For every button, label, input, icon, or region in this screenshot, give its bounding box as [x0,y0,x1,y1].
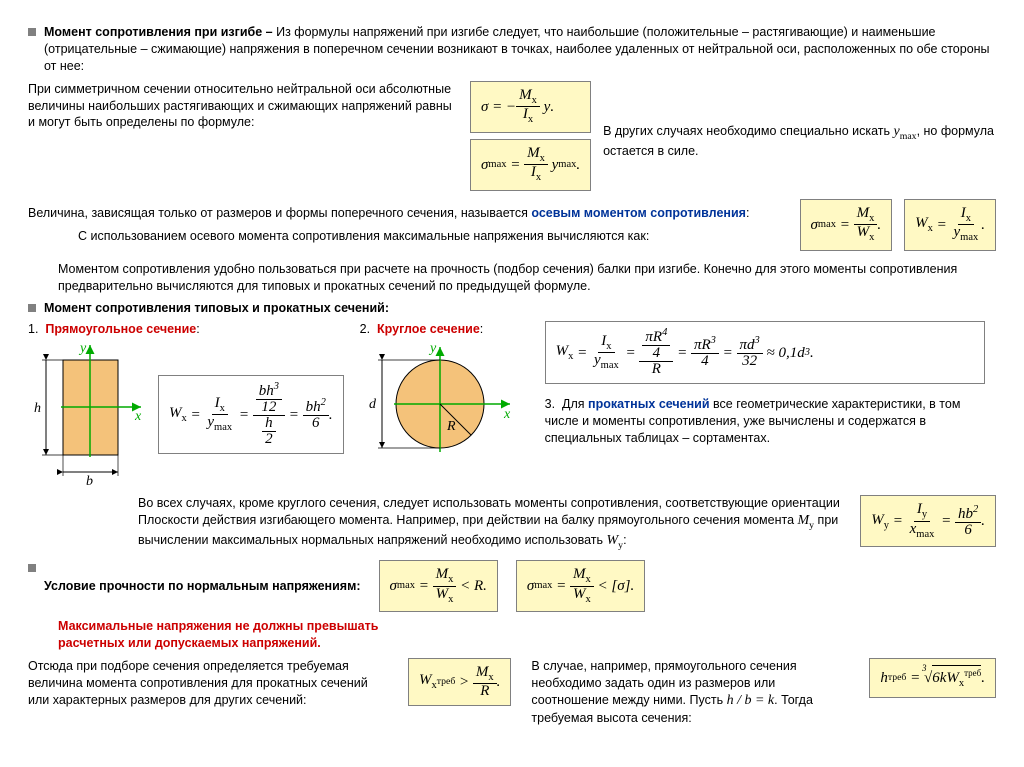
svg-text:h: h [34,401,41,416]
circ-diagram: y x R d [360,342,515,472]
item3: 3. Для прокатных сечений все геометричес… [545,396,985,447]
item1-head: 1. Прямоугольное сечение: [28,321,344,338]
svg-text:y: y [78,341,87,356]
para-convenient: Моментом сопротивления удобно пользовать… [58,261,996,295]
formula-sigmax-w: σmax = MxWx. [800,199,893,251]
formula-sigma-max: σmax = MxIx ymax. [470,139,591,191]
para-intro: Момент сопротивления при изгибе – Из фор… [44,24,996,75]
bullet-square-2 [28,304,36,312]
formula-circ-wx: Wx = Ixymax = πR44R = πR34 = πd332 ≈ 0,1… [545,321,985,384]
para-symmetric: При симметричном сечении относительно не… [28,81,458,132]
formula-wtreq: Wxтреб > MxR. [408,658,511,707]
svg-text:y: y [428,341,437,356]
para-limit: Максимальные напряжения не должны превыш… [58,618,438,652]
formula-htreq: hтреб = 3√6kWxтреб. [869,658,996,698]
svg-text:d: d [369,397,377,412]
formula-rect-wx: Wx = Ixymax = bh312h2 = bh26. [158,375,344,454]
svg-text:b: b [86,474,93,489]
formula-wx: Wx = Ixymax. [904,199,996,251]
bullet-square [28,28,36,36]
para-use: С использованием осевого момента сопроти… [78,228,790,245]
rect-diagram: y x h b [28,342,148,487]
intro-lead: Момент сопротивления при изгибе – [44,25,276,39]
formula-wy: Wy = Iyxmax = hb26. [860,495,996,547]
svg-text:R: R [446,419,456,434]
bullet-types: Момент сопротивления типовых и прокатных… [28,300,996,317]
para-other-cases: В других случаях необходимо специально и… [603,81,996,160]
para-axial: Величина, зависящая только от размеров и… [28,205,790,222]
formula-strength-r: σmax = MxWx < R. [379,560,498,612]
para-selection: Отсюда при подборе сечения определяется … [28,658,388,709]
para-example: В случае, например, прямоугольного сечен… [531,658,849,728]
bullet-intro: Момент сопротивления при изгибе – Из фор… [28,24,996,75]
bullet-square-3 [28,564,36,572]
formula-sigma: σ = −MxIx y. [470,81,591,133]
formula-strength-sigma: σmax = MxWx < [σ]. [516,560,645,612]
hd-types: Момент сопротивления типовых и прокатных… [44,300,389,317]
bullet-strength: Условие прочности по нормальным напряжен… [28,560,996,612]
item2-head: 2. Круглое сечение: [360,321,515,338]
hd-strength: Условие прочности по нормальным напряжен… [44,578,361,595]
para-orientation: Во всех случаях, кроме круглого сечения,… [138,495,846,552]
svg-text:x: x [503,407,511,422]
svg-text:x: x [134,409,142,424]
